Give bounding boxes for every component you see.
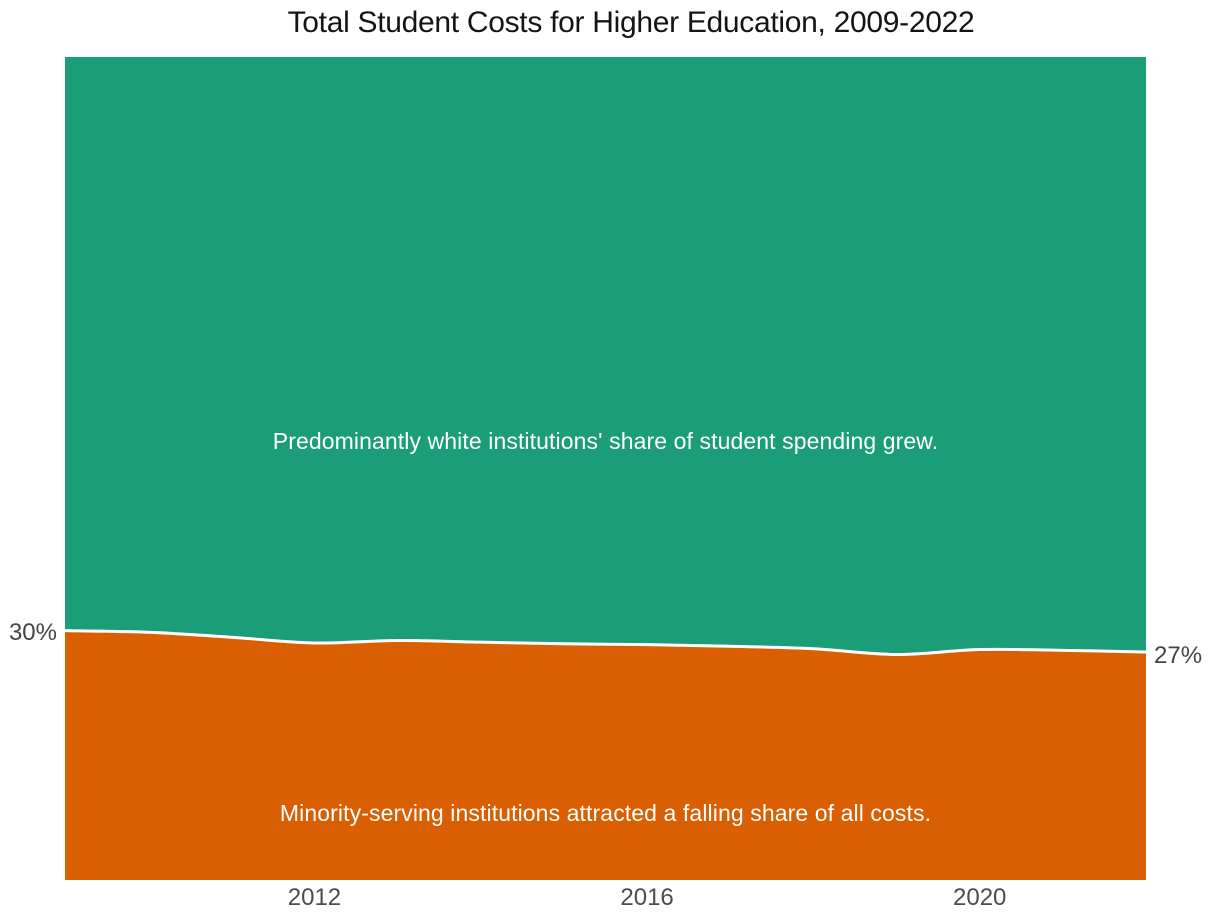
x-tick-label-2020: 2020 — [952, 884, 1007, 911]
area-bottom-series — [65, 630, 1146, 880]
annotation-msi: Minority-serving institutions attracted … — [279, 800, 932, 826]
stacked-area-svg — [65, 57, 1146, 880]
left-value-label: 30% — [8, 619, 57, 646]
chart-title: Total Student Costs for Higher Education… — [287, 6, 975, 39]
x-tick-label-2016: 2016 — [620, 884, 674, 911]
series-divider-line — [65, 629, 1146, 656]
annotation-pwi: Predominantly white institutions' share … — [272, 428, 939, 454]
right-value-label: 27% — [1154, 642, 1203, 669]
plot-area: Predominantly white institutions' share … — [65, 57, 1146, 880]
x-tick-label-2012: 2012 — [287, 884, 342, 911]
